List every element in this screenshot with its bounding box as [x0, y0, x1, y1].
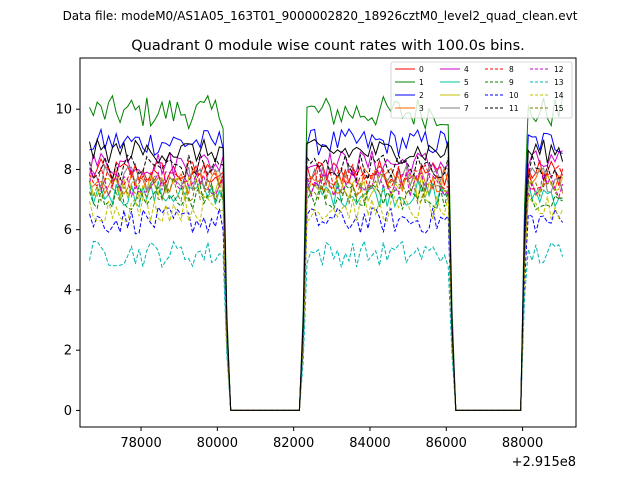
legend-label-2: 2	[419, 91, 424, 100]
legend-label-5: 5	[464, 78, 469, 87]
legend-label-7: 7	[464, 104, 469, 113]
y-tick-label: 8	[64, 163, 72, 178]
y-tick-label: 4	[64, 283, 72, 298]
legend-label-13: 13	[554, 78, 564, 87]
series-layer	[89, 94, 564, 411]
x-tick-label: 78000	[120, 436, 161, 451]
legend-label-0: 0	[419, 65, 424, 74]
legend-label-6: 6	[464, 91, 469, 100]
x-tick-label: 88000	[502, 436, 543, 451]
legend-label-4: 4	[464, 65, 469, 74]
x-tick-label: 80000	[197, 436, 238, 451]
x-tick-label: 86000	[426, 436, 467, 451]
series-line-15	[89, 176, 563, 411]
y-tick-label: 10	[55, 103, 72, 118]
chart-title: Quadrant 0 module wise count rates with …	[131, 38, 525, 54]
series-line-extra-black	[89, 137, 564, 411]
legend-label-14: 14	[554, 91, 564, 100]
legend-label-8: 8	[509, 65, 514, 74]
x-tick-label: 82000	[273, 436, 314, 451]
legend-label-9: 9	[509, 78, 514, 87]
x-tick-label: 84000	[349, 436, 390, 451]
legend-label-15: 15	[554, 104, 564, 113]
x-axis-offset-label: +2.915e8	[512, 455, 576, 470]
legend-label-1: 1	[419, 78, 424, 87]
plot-frame	[79, 57, 577, 428]
series-line-9	[89, 181, 563, 411]
legend-label-3: 3	[419, 104, 424, 113]
chart-suptitle: Data file: modeM0/AS1A05_163T01_90000028…	[63, 9, 578, 23]
y-tick-label: 0	[64, 404, 72, 419]
legend-box	[390, 61, 573, 119]
series-line-10	[89, 205, 564, 411]
legend-label-10: 10	[509, 91, 519, 100]
x-axis: 78000 80000 82000 84000 86000 88000	[120, 427, 543, 451]
plot-area	[80, 58, 576, 427]
y-tick-label: 6	[64, 223, 72, 238]
legend-label-11: 11	[509, 104, 519, 113]
y-tick-label: 2	[64, 344, 72, 359]
series-line-13	[89, 239, 564, 411]
legend-label-12: 12	[554, 65, 564, 74]
y-axis: 0 2 4 6 8 10	[55, 103, 80, 419]
